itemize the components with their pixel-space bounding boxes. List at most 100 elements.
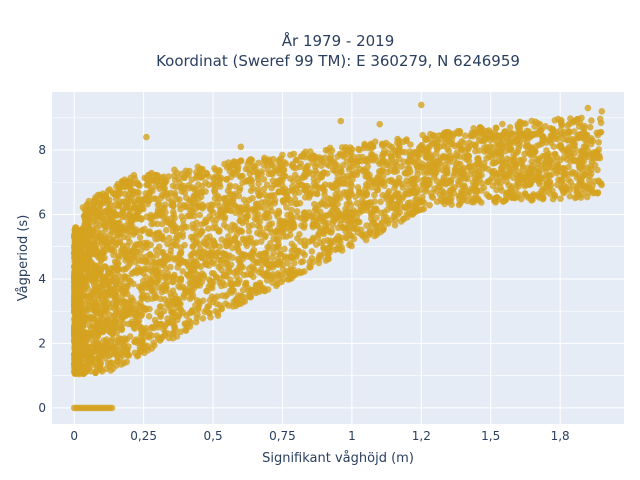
scatter-point — [210, 270, 217, 277]
scatter-point — [420, 180, 428, 188]
scatter-point — [478, 199, 485, 206]
scatter-point — [110, 276, 117, 284]
scatter-point — [558, 165, 566, 172]
scatter-point — [280, 227, 287, 234]
scatter-point — [125, 343, 132, 350]
scatter-point — [418, 141, 426, 149]
scatter-point — [261, 154, 268, 162]
scatter-point — [190, 267, 198, 275]
scatter-point — [179, 233, 186, 240]
scatter-point — [143, 333, 150, 340]
scatter-point — [453, 152, 461, 160]
scatter-point — [164, 315, 171, 322]
scatter-point — [414, 148, 422, 156]
scatter-point — [313, 241, 320, 248]
scatter-point — [361, 167, 369, 175]
scatter-point — [489, 144, 497, 151]
scatter-point — [565, 128, 573, 135]
scatter-point — [239, 206, 246, 214]
scatter-point — [152, 294, 159, 302]
scatter-point — [142, 273, 150, 281]
scatter-point — [263, 269, 271, 277]
scatter-point — [169, 182, 177, 190]
x-tick-label: 0,75 — [269, 429, 296, 443]
scatter-point — [196, 165, 204, 173]
scatter-point — [294, 175, 302, 182]
scatter-point — [189, 288, 196, 295]
scatter-point — [126, 238, 133, 246]
scatter-point — [225, 302, 232, 309]
scatter-point — [128, 255, 135, 263]
scatter-point-outlier — [598, 108, 606, 115]
scatter-point — [596, 115, 604, 123]
scatter-point — [89, 361, 97, 368]
x-tick-label: 1,5 — [481, 429, 500, 443]
scatter-point — [87, 226, 95, 233]
scatter-point — [269, 161, 276, 169]
scatter-point — [581, 149, 588, 156]
scatter-point — [211, 220, 218, 227]
scatter-point — [122, 257, 129, 264]
scatter-point — [173, 224, 181, 232]
scatter-point — [367, 215, 375, 222]
scatter-point — [516, 141, 523, 149]
scatter-point — [200, 274, 208, 281]
scatter-point — [452, 160, 460, 167]
scatter-point — [332, 197, 339, 205]
scatter-point — [229, 221, 236, 229]
scatter-point — [324, 147, 332, 154]
scatter-point — [232, 209, 239, 216]
scatter-point — [231, 235, 238, 243]
y-tick-label: 6 — [38, 207, 46, 221]
scatter-point — [308, 248, 316, 255]
scatter-point — [594, 166, 601, 174]
scatter-point — [500, 197, 508, 205]
scatter-point — [528, 158, 536, 165]
scatter-point — [546, 172, 553, 180]
scatter-point — [93, 198, 100, 205]
scatter-point — [229, 161, 237, 168]
scatter-point — [162, 329, 169, 337]
scatter-point — [464, 192, 472, 199]
scatter-point — [257, 238, 265, 245]
scatter-point — [424, 161, 432, 169]
scatter-point — [532, 118, 539, 126]
scatter-point — [265, 261, 272, 269]
scatter-point — [535, 178, 543, 186]
scatter-point — [113, 191, 120, 198]
scatter-point — [161, 323, 169, 330]
scatter-point — [329, 184, 336, 191]
scatter-point — [161, 179, 169, 186]
scatter-point — [514, 136, 521, 144]
scatter-point — [226, 184, 233, 191]
scatter-point — [234, 280, 242, 288]
scatter-point — [204, 303, 211, 311]
scatter-point — [131, 175, 138, 182]
scatter-point — [465, 139, 473, 147]
scatter-point — [393, 204, 401, 211]
scatter-point — [476, 124, 484, 131]
scatter-point — [277, 164, 285, 172]
scatter-point — [294, 235, 301, 242]
scatter-point — [75, 245, 82, 253]
scatter-point — [142, 258, 149, 266]
scatter-point — [268, 184, 276, 192]
scatter-point — [93, 287, 100, 295]
scatter-point — [438, 198, 446, 205]
scatter-point-outlier — [376, 120, 384, 128]
scatter-point — [557, 184, 565, 191]
scatter-point — [127, 223, 134, 230]
scatter-point — [356, 209, 363, 216]
scatter-point — [572, 170, 579, 177]
scatter-point — [438, 166, 446, 174]
scatter-point — [101, 276, 108, 284]
scatter-point — [121, 288, 129, 295]
scatter-point — [565, 146, 572, 153]
scatter-point — [463, 152, 471, 160]
scatter-point — [204, 172, 212, 180]
scatter-point — [245, 265, 253, 272]
scatter-point — [71, 306, 79, 313]
scatter-point — [282, 217, 290, 225]
scatter-point — [557, 195, 564, 202]
